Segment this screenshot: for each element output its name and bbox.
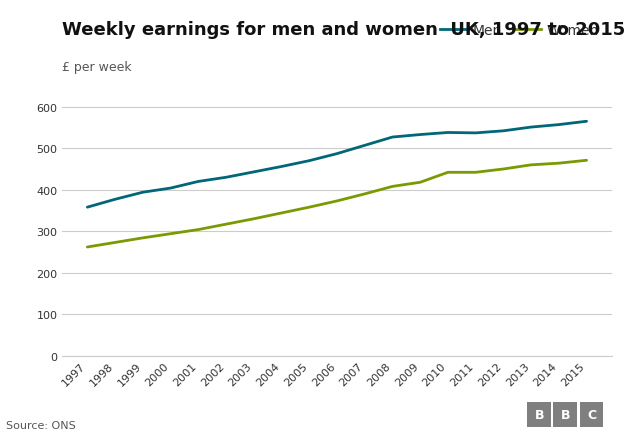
Legend: Men, Women: Men, Women bbox=[434, 18, 605, 43]
Text: Source: ONS: Source: ONS bbox=[6, 420, 76, 430]
Text: £ per week: £ per week bbox=[62, 61, 132, 74]
Text: C: C bbox=[587, 408, 596, 421]
Text: B: B bbox=[534, 408, 544, 421]
Text: B: B bbox=[560, 408, 570, 421]
Text: Weekly earnings for men and women  UK, 1997 to 2015: Weekly earnings for men and women UK, 19… bbox=[62, 21, 624, 39]
